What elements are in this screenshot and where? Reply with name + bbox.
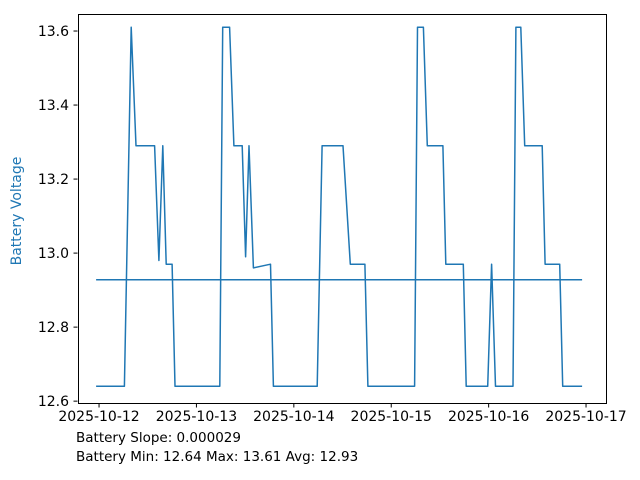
x-tick-label: 2025-10-13 [156,409,237,425]
y-tick-label: 12.8 [38,320,69,336]
x-tick-label: 2025-10-12 [58,409,139,425]
minmax-avg-text: Battery Min: 12.64 Max: 13.61 Avg: 12.93 [76,449,359,465]
x-tick-label: 2025-10-15 [351,409,432,425]
y-tick-label: 13.4 [38,98,69,114]
y-tick-label: 12.6 [38,394,69,410]
battery-voltage-line [96,26,583,388]
y-tick-label: 13.2 [38,172,69,188]
x-tick-label: 2025-10-14 [253,409,334,425]
y-tick-label: 13.6 [38,24,69,40]
stats-footer: Battery Slope: 0.000029 Battery Min: 12.… [76,429,358,467]
slope-text: Battery Slope: 0.000029 [76,430,241,446]
y-tick-label: 13.0 [38,246,69,262]
x-tick-label: 2025-10-16 [448,409,529,425]
y-axis-label: Battery Voltage [9,156,25,266]
axes-spines [78,14,607,404]
x-tick-label: 2025-10-17 [545,409,626,425]
